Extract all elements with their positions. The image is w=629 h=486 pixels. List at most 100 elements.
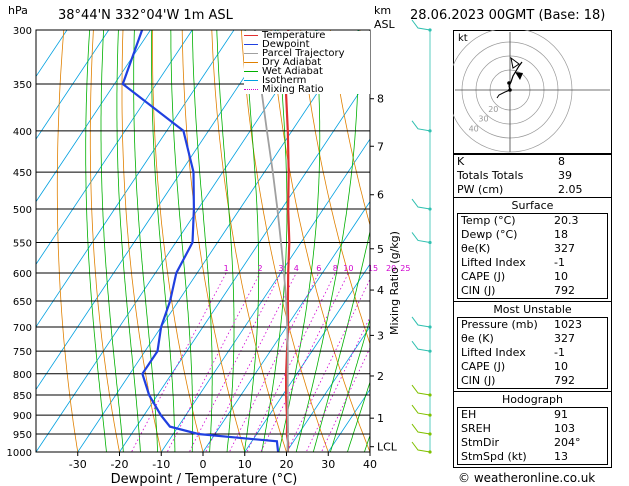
index-label: EH [461, 408, 477, 421]
km-tick-label: 8 [377, 93, 384, 106]
pressure-tick-label: 900 [13, 411, 32, 422]
pressure-tick-label: 300 [13, 26, 32, 37]
index-label: StmSpd (kt) [461, 450, 527, 463]
x-tick-label: -20 [111, 458, 129, 471]
index-value: 18 [554, 228, 568, 241]
x-tick-label: 0 [200, 458, 207, 471]
mixing-ratio-line [205, 272, 297, 452]
mixing-ratio-line [286, 278, 370, 452]
mixing-ratio-label: 8 [333, 264, 338, 273]
wind-barb [411, 120, 431, 132]
wet-adiabat-line [346, 380, 370, 452]
indices-top-table: K 8 Totals Totals 39 PW (cm) 2.05 [453, 154, 612, 198]
index-row: Lifted Index -1 [458, 346, 608, 360]
km-tick-label: 3 [377, 329, 384, 342]
wind-barb [411, 232, 431, 243]
index-row: θe(K) 327 [458, 242, 608, 256]
index-label: θe (K) [461, 332, 494, 345]
hodograph-ring-label: 30 [478, 115, 488, 124]
mixing-ratio-label: 15 [368, 264, 378, 273]
legend-swatch [244, 71, 258, 72]
storm-motion-arrow [515, 72, 523, 80]
asl-label: ASL [374, 18, 395, 31]
most-unstable-box: Most Unstable Pressure (mb) 1023 θe (K) 327… [453, 302, 612, 392]
index-row: PW (cm) 2.05 [454, 183, 612, 198]
legend-swatch [244, 35, 258, 36]
wet-adiabat-line [191, 30, 213, 452]
km-tick-label: 2 [377, 370, 384, 383]
wet-adiabat-line [216, 30, 235, 452]
km-tick-label: 1 [377, 412, 384, 425]
index-label: Temp (°C) [461, 214, 516, 227]
isotherm-line [160, 138, 370, 452]
dry-adiabat-line [329, 30, 370, 227]
datetime-title: 28.06.2023 00GMT (Base: 18) [410, 8, 606, 23]
index-row: Totals Totals 39 [454, 169, 612, 183]
dewpoint-line [121, 30, 280, 452]
x-tick-label: -10 [152, 458, 170, 471]
legend-swatch [244, 89, 258, 90]
legend-item: Dry Adiabat [244, 58, 370, 68]
wind-barb [411, 441, 431, 453]
index-row: Temp (°C) 20.3 [458, 214, 608, 229]
pressure-tick-label: 600 [13, 269, 32, 280]
x-tick-label: -30 [69, 458, 87, 471]
index-row: StmSpd (kt) 13 [458, 450, 608, 465]
legend-label: Dewpoint [262, 39, 310, 50]
dry-adiabat-line [152, 30, 204, 452]
index-label: K [457, 155, 465, 168]
legend-label: Isotherm [262, 75, 307, 86]
legend-swatch [244, 53, 258, 54]
index-label: θe(K) [461, 242, 491, 255]
wind-barb [411, 384, 431, 396]
hodograph-trace-low [496, 89, 511, 99]
mixing-ratio-line [131, 272, 227, 452]
mixing-ratio-line [228, 272, 320, 452]
wet-adiabat-line [85, 30, 107, 452]
index-row: Pressure (mb) 1023 [458, 318, 608, 333]
index-value: 91 [554, 408, 568, 421]
index-value: 10 [554, 270, 568, 283]
index-label: Dewp (°C) [461, 228, 518, 241]
index-row: EH 91 [458, 408, 608, 423]
surface-title: Surface [511, 199, 554, 212]
legend-swatch [244, 44, 258, 45]
mixing-ratio-line [188, 272, 282, 452]
pressure-tick-label: 1000 [7, 448, 32, 459]
mixing-ratio-label: 4 [294, 264, 299, 273]
wet-adiabat-line [116, 30, 141, 452]
index-value: 8 [558, 155, 565, 168]
isotherm-line [36, 30, 193, 265]
mixing-ratio-line [305, 316, 370, 452]
hodograph-box: Hodograph EH 91 SREH 103 StmDir 204° StmSpd (k… [453, 392, 612, 468]
index-value: 103 [554, 422, 575, 435]
legend-item: Temperature [244, 31, 370, 41]
km-tick-label: 4 [377, 284, 384, 297]
index-label: Lifted Index [461, 256, 526, 269]
index-row: CIN (J) 792 [458, 374, 608, 389]
isotherm-line [202, 200, 370, 452]
index-label: Totals Totals [457, 169, 524, 182]
hodograph-trace [508, 61, 523, 91]
index-row: θe (K) 327 [458, 332, 608, 346]
index-row: Lifted Index -1 [458, 256, 608, 270]
pressure-unit-label: hPa [8, 4, 28, 17]
mixing-ratio-label: 2 [257, 264, 262, 273]
index-row: CAPE (J) 10 [458, 270, 608, 284]
index-label: SREH [461, 422, 491, 435]
mixing-ratio-label: 25 [400, 264, 410, 273]
legend-item: Wet Adiabat [244, 67, 370, 77]
hodograph-point [507, 81, 511, 85]
index-value: 792 [554, 284, 575, 297]
pressure-tick-label: 500 [13, 205, 32, 216]
index-value: 10 [554, 360, 568, 373]
x-tick-label: 30 [321, 458, 335, 471]
index-value: 327 [554, 332, 575, 345]
storm-motion-arrow-outline [510, 56, 520, 69]
wind-barb [411, 340, 431, 352]
pressure-tick-label: 350 [13, 80, 32, 91]
index-value: 20.3 [554, 214, 579, 227]
legend-item: Parcel Trajectory [244, 49, 370, 59]
pressure-tick-label: 450 [13, 168, 32, 179]
pressure-tick-label: 800 [13, 370, 32, 381]
